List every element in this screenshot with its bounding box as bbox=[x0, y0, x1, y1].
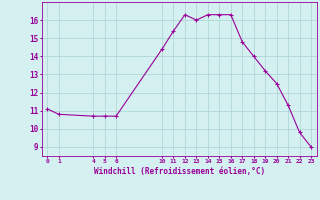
X-axis label: Windchill (Refroidissement éolien,°C): Windchill (Refroidissement éolien,°C) bbox=[94, 167, 265, 176]
